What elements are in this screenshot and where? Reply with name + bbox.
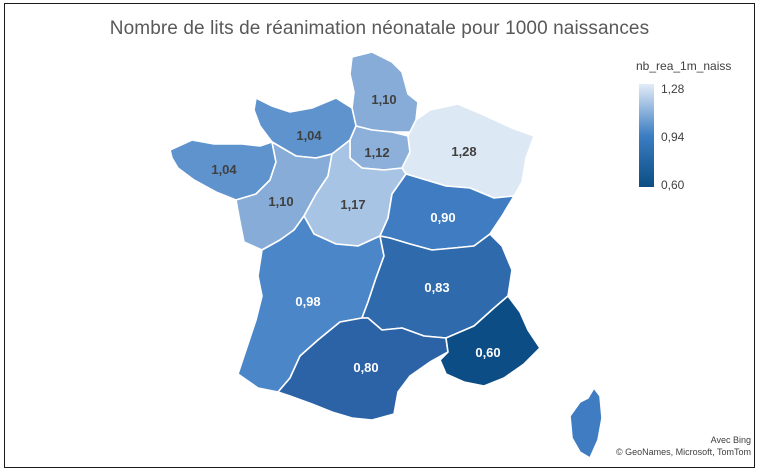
- legend-color-scale: [639, 84, 654, 187]
- region-value-label-provence-alpes-cote-dazur: 0,60: [475, 345, 500, 360]
- legend-mid-label: 0,94: [661, 130, 685, 144]
- region-value-label-occitanie: 0,80: [353, 360, 378, 375]
- legend-title: nb_rea_1m_naiss: [636, 59, 732, 73]
- legend-max-label: 1,28: [661, 82, 685, 96]
- region-value-label-bretagne: 1,04: [211, 162, 237, 177]
- map-title: Nombre de lits de réanimation néonatale …: [109, 18, 650, 39]
- region-value-label-pays-de-la-loire: 1,10: [268, 194, 293, 209]
- region-value-label-normandie: 1,04: [296, 128, 322, 143]
- region-value-label-ile-de-france: 1,12: [364, 145, 389, 160]
- attribution-bing: Avec Bing: [710, 435, 751, 445]
- region-value-label-bourgogne-franche-comte: 0,90: [430, 210, 455, 225]
- attribution-sources: © GeoNames, Microsoft, TomTom: [616, 447, 751, 457]
- legend-min-label: 0,60: [661, 178, 685, 192]
- region-value-label-centre-val-de-loire: 1,17: [340, 197, 365, 212]
- region-value-label-nouvelle-aquitaine: 0,98: [295, 294, 320, 309]
- region-provence-alpes-cote-dazur[interactable]: [439, 295, 541, 387]
- region-value-label-hauts-de-france: 1,10: [371, 92, 396, 107]
- region-corse[interactable]: [569, 387, 603, 459]
- region-occitanie[interactable]: [277, 317, 449, 421]
- region-value-label-auvergne-rhone-alpes: 0,83: [424, 280, 449, 295]
- region-labels: 1,10 1,04 1,04 1,12 1,28 1,10 1,17 0,90 0,98 0,83…: [211, 92, 500, 375]
- region-value-label-grand-est: 1,28: [451, 144, 476, 159]
